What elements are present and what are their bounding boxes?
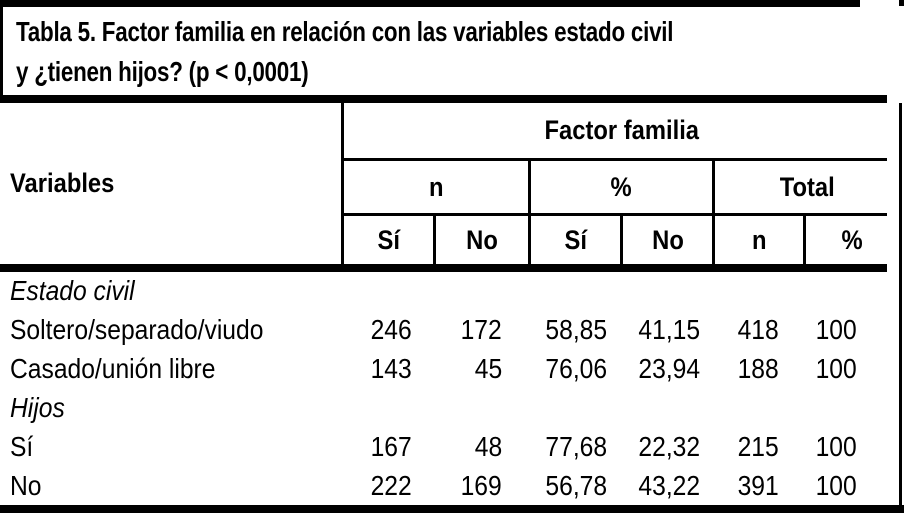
row-label: Sí [10, 430, 34, 462]
cell-value: 41,15 [638, 314, 700, 346]
table-title-line-1: Tabla 5. Factor familia en relación con … [16, 16, 674, 47]
percent-total-divider-rule [712, 161, 715, 264]
header-variables: Variables [10, 168, 115, 198]
cell-value: 100 [815, 430, 857, 462]
subheader-no-n: No [466, 224, 498, 255]
header-group-total: Total [779, 171, 835, 202]
subheader-si-percent: Sí [564, 224, 587, 255]
cell-value: 100 [815, 314, 857, 346]
cell-value: 43,22 [638, 469, 700, 501]
header-factor-familia: Factor familia [544, 115, 699, 145]
cell-value: 143 [370, 353, 412, 385]
row-label: Soltero/separado/viudo [10, 314, 264, 346]
cell-value: 22,32 [638, 430, 700, 462]
cell-value: 45 [474, 353, 502, 385]
cell-value: 222 [370, 469, 412, 501]
cell-value: 172 [460, 314, 502, 346]
group-row-bottom-rule [341, 158, 887, 161]
table-title-line-2: y ¿tienen hijos? (p < 0,0001) [16, 56, 309, 87]
cell-value: 100 [815, 353, 857, 385]
subheader-n-total: n [751, 224, 767, 255]
row-label: Casado/unión libre [10, 353, 216, 385]
n-percent-divider-rule-2 [803, 216, 806, 264]
cell-value: 23,94 [638, 353, 700, 385]
cell-value: 100 [815, 469, 857, 501]
cell-value: 188 [737, 353, 779, 385]
n-percent-divider-rule [528, 161, 531, 264]
cell-value: 169 [460, 469, 502, 501]
cell-value: 215 [737, 430, 779, 462]
cell-value: 391 [737, 469, 779, 501]
cell-value: 48 [474, 430, 502, 462]
row-label: Estado civil [10, 275, 135, 307]
cell-value: 418 [737, 314, 779, 346]
title-left-rule [0, 0, 3, 103]
title-top-rule [0, 0, 860, 7]
table-title: Tabla 5. Factor familia en relación con … [16, 12, 838, 92]
cell-value: 76,06 [545, 353, 607, 385]
si-no-divider-rule-2 [620, 216, 623, 264]
header-top-rule [0, 95, 887, 103]
subgroup-row-bottom-rule [341, 213, 887, 216]
page-edge-mark [899, 0, 904, 6]
header-group-percent: % [610, 171, 633, 202]
si-no-divider-rule-1 [433, 216, 436, 264]
subheader-percent-total: % [841, 224, 864, 255]
row-label: Hijos [10, 391, 65, 423]
row-label: No [10, 469, 42, 501]
cell-value: 56,78 [545, 469, 607, 501]
table-body: Estado civil Soltero/separado/viudo 246 … [0, 272, 901, 505]
cell-value: 77,68 [545, 430, 607, 462]
subheader-no-percent: No [651, 224, 684, 255]
variables-divider-rule [341, 103, 344, 264]
table-right-rule [899, 103, 902, 513]
subheader-si-n: Sí [377, 224, 400, 255]
table-bottom-rule [0, 505, 904, 513]
cell-value: 58,85 [545, 314, 607, 346]
header-group-n: n [428, 171, 444, 202]
header-bottom-rule [0, 264, 887, 272]
cell-value: 167 [370, 430, 412, 462]
cell-value: 246 [370, 314, 412, 346]
